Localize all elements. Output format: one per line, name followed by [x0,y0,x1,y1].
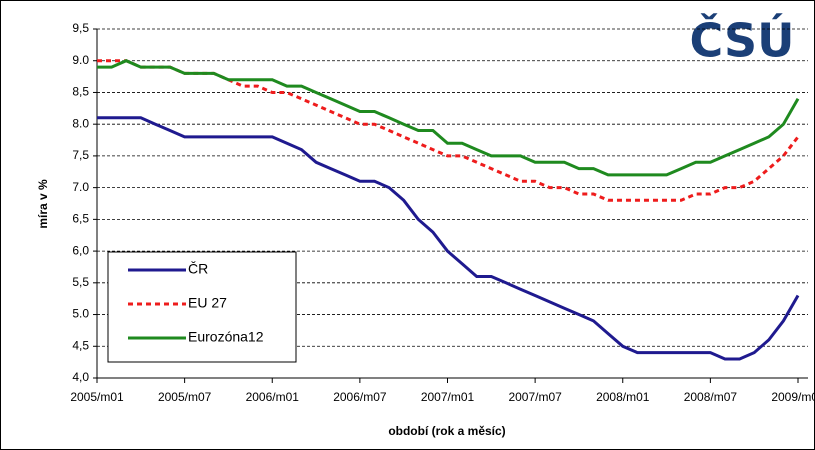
x-tick-label: 2008/m07 [684,390,738,404]
legend-label: EU 27 [188,295,227,311]
y-tick-label: 7,5 [72,148,89,162]
y-tick-label: 4,5 [72,338,89,352]
logo: ČSÚ [689,14,794,68]
x-tick-label: 2006/m01 [246,390,300,404]
line-series [97,59,800,177]
x-axis-label: období (rok a měsíc) [388,424,505,438]
line-series [97,116,800,361]
y-tick-label: 6,0 [72,243,89,257]
legend-label: ČR [188,261,208,277]
y-tick-label: 9,5 [72,21,89,35]
y-tick-label: 5,5 [72,275,89,289]
y-tick-label: 8.0 [72,116,89,130]
y-axis-label: míra v % [36,179,50,229]
legend-label: Eurozóna12 [188,329,264,345]
y-tick-label: 8,5 [72,85,89,99]
y-tick-label: 4,0 [72,370,89,384]
x-tick-label: 2009/m01 [771,390,815,404]
x-tick-label: 2005/m07 [158,390,212,404]
y-tick-label: 5.0 [72,307,89,321]
x-tick-label: 2006/m07 [333,390,387,404]
x-tick-label: 2008/m01 [596,390,650,404]
y-tick-label: 9.0 [72,53,89,67]
x-tick-label: 2005/m01 [70,390,124,404]
legend-box [107,251,297,363]
y-tick-label: 6,5 [72,212,89,226]
x-tick-label: 2007/m01 [421,390,475,404]
x-tick-label: 2007/m07 [508,390,562,404]
y-tick-label: 7.0 [72,180,89,194]
